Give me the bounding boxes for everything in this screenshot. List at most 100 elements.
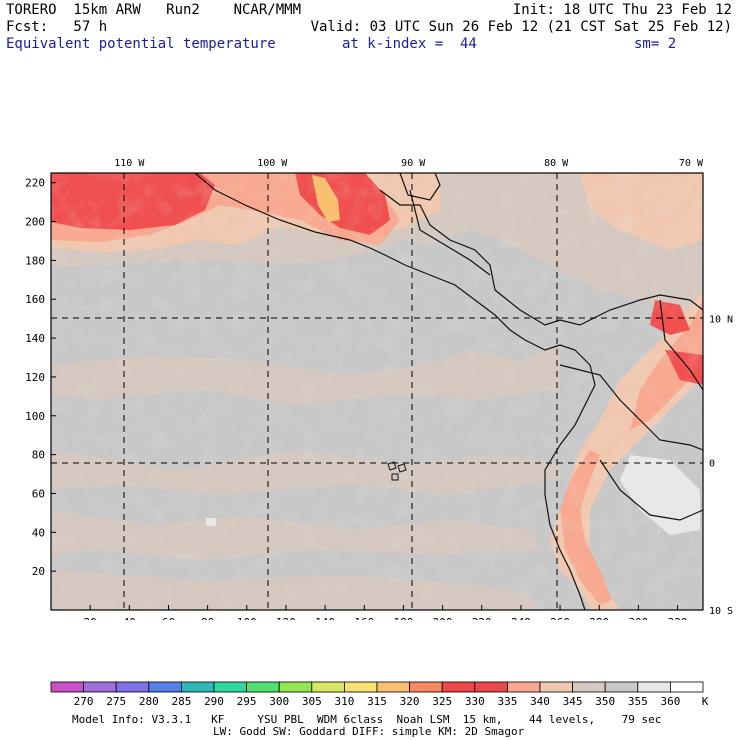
y-tick-label: 220 [25, 177, 45, 190]
colorbar-label: 355 [627, 695, 648, 708]
field-name: Equivalent potential temperature [6, 36, 276, 52]
x-tick-label: 280 [589, 616, 609, 620]
colorbar-label: 295 [236, 695, 257, 708]
colorbar-label: 280 [138, 695, 159, 708]
colorbar-swatch [246, 681, 280, 693]
coastlines [194, 172, 704, 611]
x-tick-label: 300 [628, 616, 648, 620]
border-central-america [409, 189, 491, 276]
init-time: Init: 18 UTC Thu 23 Feb 12 [512, 2, 732, 18]
colorbar-label: 315 [367, 695, 387, 708]
x-axis-ticks: 20 40 60 80 100 120 140 160 180 200 220 240 260 280 30… [84, 605, 688, 620]
latlon-grid [51, 173, 703, 610]
colorbar-swatch [278, 681, 313, 693]
colorbar-swatch [604, 681, 639, 693]
x-tick-label: 220 [472, 616, 492, 620]
forecast-hour: Fcst: 57 h [6, 19, 108, 35]
y-axis-ticks: 20 40 60 80 100 120 140 160 180 200 220 [25, 177, 56, 578]
colorbar-label: 340 [530, 695, 550, 708]
longitude-label: 110 W [114, 158, 145, 169]
longitude-label: 100 W [257, 158, 288, 169]
colorbar-label: 360 [660, 695, 681, 708]
colorbar-swatch [180, 681, 215, 693]
y-tick-label: 100 [25, 410, 45, 423]
x-tick-label: 100 [237, 616, 257, 620]
colorbar [50, 681, 704, 693]
longitude-labels: 110 W 100 W 90 W 80 W 70 W [114, 158, 704, 169]
colorbar-swatch [115, 681, 150, 693]
colorbar-label: 300 [269, 695, 290, 708]
colorbar-label: 290 [204, 695, 224, 708]
plot-frame [50, 172, 704, 611]
coastline-mexico-central-america [194, 172, 561, 351]
colorbar-swatch [343, 681, 378, 693]
colorbar-swatch [83, 681, 117, 693]
border-andes [559, 364, 704, 451]
x-tick-label: 140 [315, 616, 335, 620]
y-tick-label: 140 [25, 332, 45, 345]
x-tick-label: 20 [84, 616, 97, 620]
latitude-labels: 10 N 0 10 S [709, 315, 733, 617]
colorbar-label: 335 [497, 695, 518, 708]
colorbar-label: 350 [595, 695, 616, 708]
run-title: TORERO 15km ARW Run2 NCAR/MMM [6, 2, 302, 18]
smoothing-label: sm= 2 [634, 36, 677, 52]
x-tick-label: 80 [201, 616, 214, 620]
colorbar-label: 320 [399, 695, 420, 708]
coastline-caribbean [379, 189, 704, 326]
physics-info: LW: Godd SW: Goddard DIFF: simple KM: 2D… [213, 725, 525, 738]
colorbar-swatch [311, 681, 345, 693]
x-tick-label: 60 [162, 616, 175, 620]
y-tick-label: 60 [32, 487, 45, 500]
colorbar-swatch [670, 681, 704, 693]
latitude-label: 10 N [709, 315, 733, 326]
colorbar-label: 330 [464, 695, 485, 708]
colorbar-label: 305 [301, 695, 322, 708]
field-texture [51, 173, 703, 610]
y-tick-label: 160 [25, 293, 45, 306]
x-tick-label: 260 [550, 616, 570, 620]
coastline-south-america [544, 344, 596, 611]
border-venezuela [659, 299, 704, 391]
colorbar-label: 285 [171, 695, 192, 708]
y-tick-label: 20 [32, 565, 45, 578]
x-tick-label: 180 [393, 616, 413, 620]
colorbar-swatch [213, 681, 247, 693]
y-tick-label: 200 [25, 216, 45, 229]
colorbar-label: 325 [432, 695, 453, 708]
x-tick-label: 40 [123, 616, 136, 620]
latitude-label: 0 [709, 458, 715, 469]
theta-e-field [51, 173, 703, 610]
x-tick-label: 120 [276, 616, 296, 620]
longitude-label: 70 W [679, 158, 704, 169]
y-tick-label: 120 [25, 371, 45, 384]
x-tick-label: 160 [354, 616, 374, 620]
colorbar-swatch [409, 681, 443, 693]
k-index-label: at k-index = 44 [342, 36, 477, 52]
colorbar-swatch [637, 681, 671, 693]
coastline-yucatan [399, 172, 441, 201]
colorbar-swatch [539, 681, 573, 693]
longitude-label: 90 W [401, 158, 426, 169]
colorbar-swatch [376, 681, 410, 693]
colorbar-label: 310 [334, 695, 355, 708]
x-tick-label: 240 [511, 616, 531, 620]
y-tick-label: 40 [32, 526, 45, 539]
colorbar-swatch [474, 681, 508, 693]
x-tick-label: 320 [668, 616, 688, 620]
colorbar-label: 270 [73, 695, 94, 708]
colorbar-swatch [441, 681, 476, 693]
y-tick-label: 180 [25, 254, 45, 267]
latitude-label: 10 S [709, 606, 733, 617]
longitude-label: 80 W [544, 158, 569, 169]
model-info: Model Info: V3.3.1 KF YSU PBL WDM 6class… [72, 713, 662, 726]
colorbar-label: 345 [562, 695, 583, 708]
valid-time: Valid: 03 UTC Sun 26 Feb 12 (21 CST Sat … [310, 19, 732, 35]
border-peru-brazil [599, 459, 704, 521]
colorbar-label: 275 [106, 695, 127, 708]
colorbar-swatch [506, 681, 541, 693]
map-panel: 2040608010012014016018020022024026028030… [25, 158, 733, 620]
colorbar-swatch [50, 681, 84, 693]
y-tick-label: 80 [32, 449, 45, 462]
x-tick-label: 200 [433, 616, 453, 620]
